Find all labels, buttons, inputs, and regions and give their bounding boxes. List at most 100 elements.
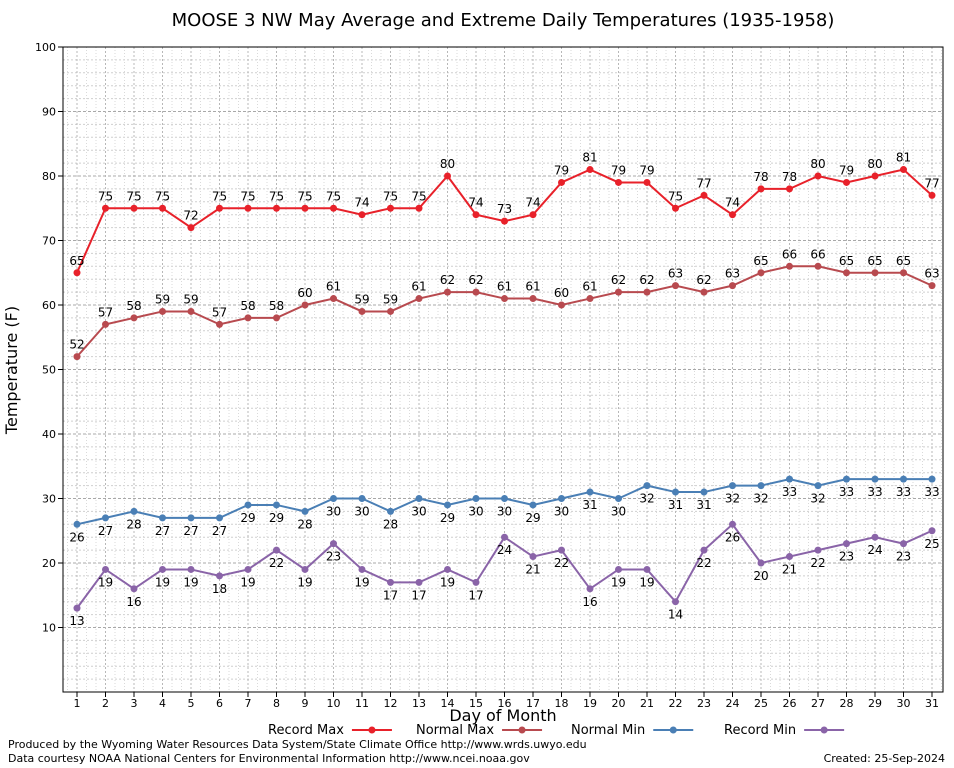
- data-label: 61: [582, 280, 597, 294]
- data-label: 21: [525, 563, 540, 577]
- x-tick-label: 28: [840, 697, 854, 710]
- data-label: 73: [497, 202, 512, 216]
- data-point: [187, 565, 195, 573]
- data-point: [643, 565, 651, 573]
- data-point: [928, 527, 936, 535]
- data-label: 61: [411, 280, 426, 294]
- data-label: 30: [354, 505, 369, 519]
- data-label: 31: [696, 498, 711, 512]
- data-label: 27: [212, 524, 227, 538]
- data-point: [928, 191, 936, 199]
- data-point: [529, 501, 537, 509]
- data-point: [159, 565, 166, 573]
- data-label: 28: [297, 517, 312, 531]
- data-point: [216, 514, 223, 522]
- data-point: [586, 295, 594, 303]
- data-point: [501, 295, 508, 303]
- legend-label: Record Min: [724, 723, 796, 738]
- data-label: 59: [354, 292, 369, 306]
- data-label: 26: [69, 530, 84, 544]
- data-label: 28: [383, 517, 398, 531]
- data-point: [444, 288, 451, 296]
- data-label: 65: [867, 254, 882, 268]
- data-point: [130, 507, 138, 515]
- x-tick-label: 8: [273, 697, 280, 710]
- data-point: [102, 320, 109, 328]
- x-tick-label: 3: [131, 697, 138, 710]
- data-point: [643, 482, 651, 490]
- data-label: 18: [212, 582, 227, 596]
- footer-produced-by: Produced by the Wyoming Water Resources …: [8, 738, 587, 751]
- data-label: 72: [183, 209, 198, 223]
- data-label: 60: [554, 286, 569, 300]
- data-point: [159, 514, 166, 522]
- data-label: 17: [468, 588, 483, 602]
- data-point: [900, 540, 907, 548]
- data-point: [244, 314, 252, 322]
- x-tick-label: 21: [640, 697, 654, 710]
- data-point: [586, 585, 594, 593]
- data-point: [273, 314, 280, 322]
- data-label: 79: [611, 163, 626, 177]
- data-point: [130, 585, 138, 593]
- data-point: [843, 178, 850, 186]
- data-label: 33: [782, 485, 797, 499]
- series-record-max: 65 75 75 75 72 75 75 75 75 75 74 75 75 80 74 73 74 79 81 79…: [69, 151, 940, 277]
- data-point: [672, 598, 679, 606]
- data-label: 65: [839, 254, 854, 268]
- data-point: [415, 295, 423, 303]
- data-point: [244, 565, 252, 573]
- data-point: [871, 475, 879, 483]
- data-point: [102, 514, 109, 522]
- data-label: 19: [354, 575, 369, 589]
- data-label: 65: [896, 254, 911, 268]
- x-axis-title: Day of Month: [449, 706, 556, 725]
- data-point: [615, 288, 622, 296]
- data-label: 33: [867, 485, 882, 499]
- data-point: [244, 501, 252, 509]
- data-point: [387, 307, 394, 315]
- data-label: 25: [924, 537, 939, 551]
- data-label: 22: [269, 556, 284, 570]
- legend-item: Record Max: [268, 723, 392, 738]
- x-tick-label: 12: [384, 697, 398, 710]
- data-point: [387, 204, 394, 212]
- data-label: 17: [411, 588, 426, 602]
- x-tick-label: 11: [355, 697, 369, 710]
- x-tick-label: 15: [469, 697, 483, 710]
- data-label: 16: [582, 595, 597, 609]
- data-label: 30: [326, 505, 341, 519]
- data-label: 24: [497, 543, 512, 557]
- data-label: 75: [212, 189, 227, 203]
- data-point: [615, 495, 622, 502]
- data-point: [73, 520, 81, 528]
- data-label: 60: [297, 286, 312, 300]
- data-label: 77: [696, 176, 711, 190]
- data-label: 80: [440, 157, 455, 171]
- footer-data-courtesy: Data courtesy NOAA National Centers for …: [8, 752, 530, 765]
- data-point: [130, 314, 138, 322]
- data-label: 63: [668, 267, 683, 281]
- data-point: [301, 507, 309, 515]
- data-label: 65: [753, 254, 768, 268]
- data-point: [757, 559, 765, 567]
- data-point: [643, 178, 651, 186]
- data-point: [843, 475, 850, 483]
- data-point: [700, 546, 708, 554]
- data-point: [643, 288, 651, 296]
- data-point: [814, 262, 822, 270]
- data-point: [415, 204, 423, 212]
- data-label: 33: [839, 485, 854, 499]
- data-label: 79: [554, 163, 569, 177]
- data-point: [729, 211, 736, 219]
- data-label: 58: [269, 299, 284, 313]
- data-label: 23: [326, 550, 341, 564]
- data-label: 27: [98, 524, 113, 538]
- data-point: [672, 488, 679, 496]
- data-point: [330, 295, 337, 303]
- data-label: 66: [782, 247, 797, 261]
- x-tick-label: 26: [783, 697, 797, 710]
- data-point: [501, 217, 508, 225]
- data-point: [871, 533, 879, 541]
- y-axis-ticks: 10 20 30 40 50 60 70 80 90 100: [35, 41, 63, 635]
